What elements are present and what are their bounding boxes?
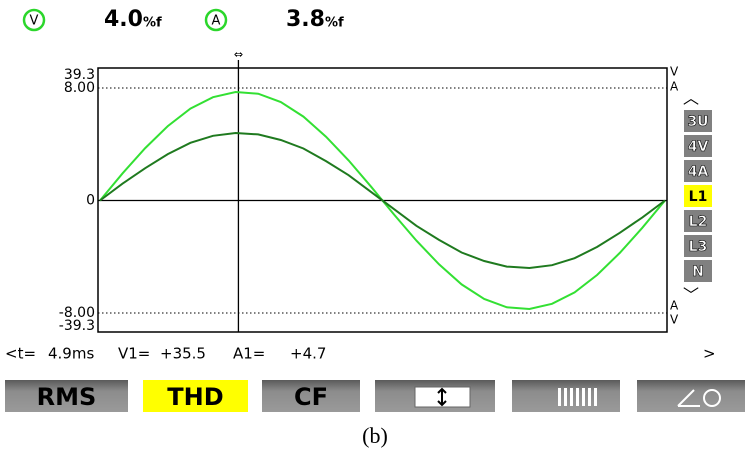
icon-arrows <box>437 387 447 407</box>
icon-bars <box>558 388 561 406</box>
side-button-label: L2 <box>689 214 708 230</box>
side-button[interactable] <box>684 135 712 157</box>
scroll-up[interactable]: ︿ <box>683 89 699 108</box>
readout: V1= <box>118 345 150 363</box>
icon-bars <box>564 388 567 406</box>
bottom-button[interactable] <box>5 380 128 412</box>
icon-phase <box>677 389 700 407</box>
bottom-button[interactable] <box>143 380 248 412</box>
side-button[interactable] <box>684 110 712 132</box>
readout: > <box>703 345 716 363</box>
a-icon-circle <box>204 8 228 32</box>
y-tick-label: 0 <box>86 193 95 209</box>
icon-bars <box>576 388 579 406</box>
right-axis-label: V <box>670 313 679 327</box>
y-tick-label: 39.3 <box>64 67 95 83</box>
readout: 4.9ms <box>48 345 94 363</box>
scroll-down[interactable]: ﹀ <box>683 286 699 305</box>
v-unit: %f <box>143 16 162 31</box>
readout: +4.7 <box>290 345 326 363</box>
y2-tick-label: 8.00 <box>64 80 95 96</box>
series-line <box>99 131 666 270</box>
side-button-label: 4V <box>688 139 709 155</box>
side-button[interactable] <box>684 185 712 207</box>
right-axis-label: A <box>670 80 679 94</box>
v-value: 4.0 <box>104 7 143 32</box>
bottom-button-label: CF <box>294 383 328 411</box>
right-axis-label: A <box>670 299 679 313</box>
side-button[interactable] <box>684 260 712 282</box>
right-axis-label: V <box>670 65 679 79</box>
icon-bars <box>588 388 591 406</box>
v-icon: V <box>30 14 39 29</box>
icon-bars <box>570 388 573 406</box>
readout: <t= <box>5 345 36 363</box>
side-button[interactable] <box>684 210 712 232</box>
side-button-label: L1 <box>689 189 708 205</box>
a-unit: %f <box>325 16 344 31</box>
bottom-button[interactable] <box>262 380 360 412</box>
side-button-label: 3U <box>687 114 708 130</box>
v-icon-circle <box>22 8 46 32</box>
icon-bars <box>582 388 585 406</box>
readout: +35.5 <box>160 345 206 363</box>
icon-bars <box>594 388 597 406</box>
side-button[interactable] <box>684 160 712 182</box>
y2-tick-label: -8.00 <box>59 305 95 321</box>
icon-circle <box>703 389 721 407</box>
cursor-handle[interactable]: ⇔ <box>234 48 243 61</box>
side-button-label: L3 <box>689 239 708 255</box>
side-button[interactable] <box>684 235 712 257</box>
caption: (b) <box>362 423 388 448</box>
side-button-label: N <box>692 264 704 280</box>
bottom-button-label: THD <box>167 383 223 411</box>
a-value: 3.8 <box>286 7 325 32</box>
a-icon: A <box>212 14 221 29</box>
readout: A1= <box>233 345 265 363</box>
side-button-label: 4A <box>688 164 709 180</box>
y-tick-label: -39.3 <box>59 318 95 334</box>
bottom-button-label: RMS <box>37 383 97 411</box>
bottom-button[interactable] <box>637 380 745 412</box>
